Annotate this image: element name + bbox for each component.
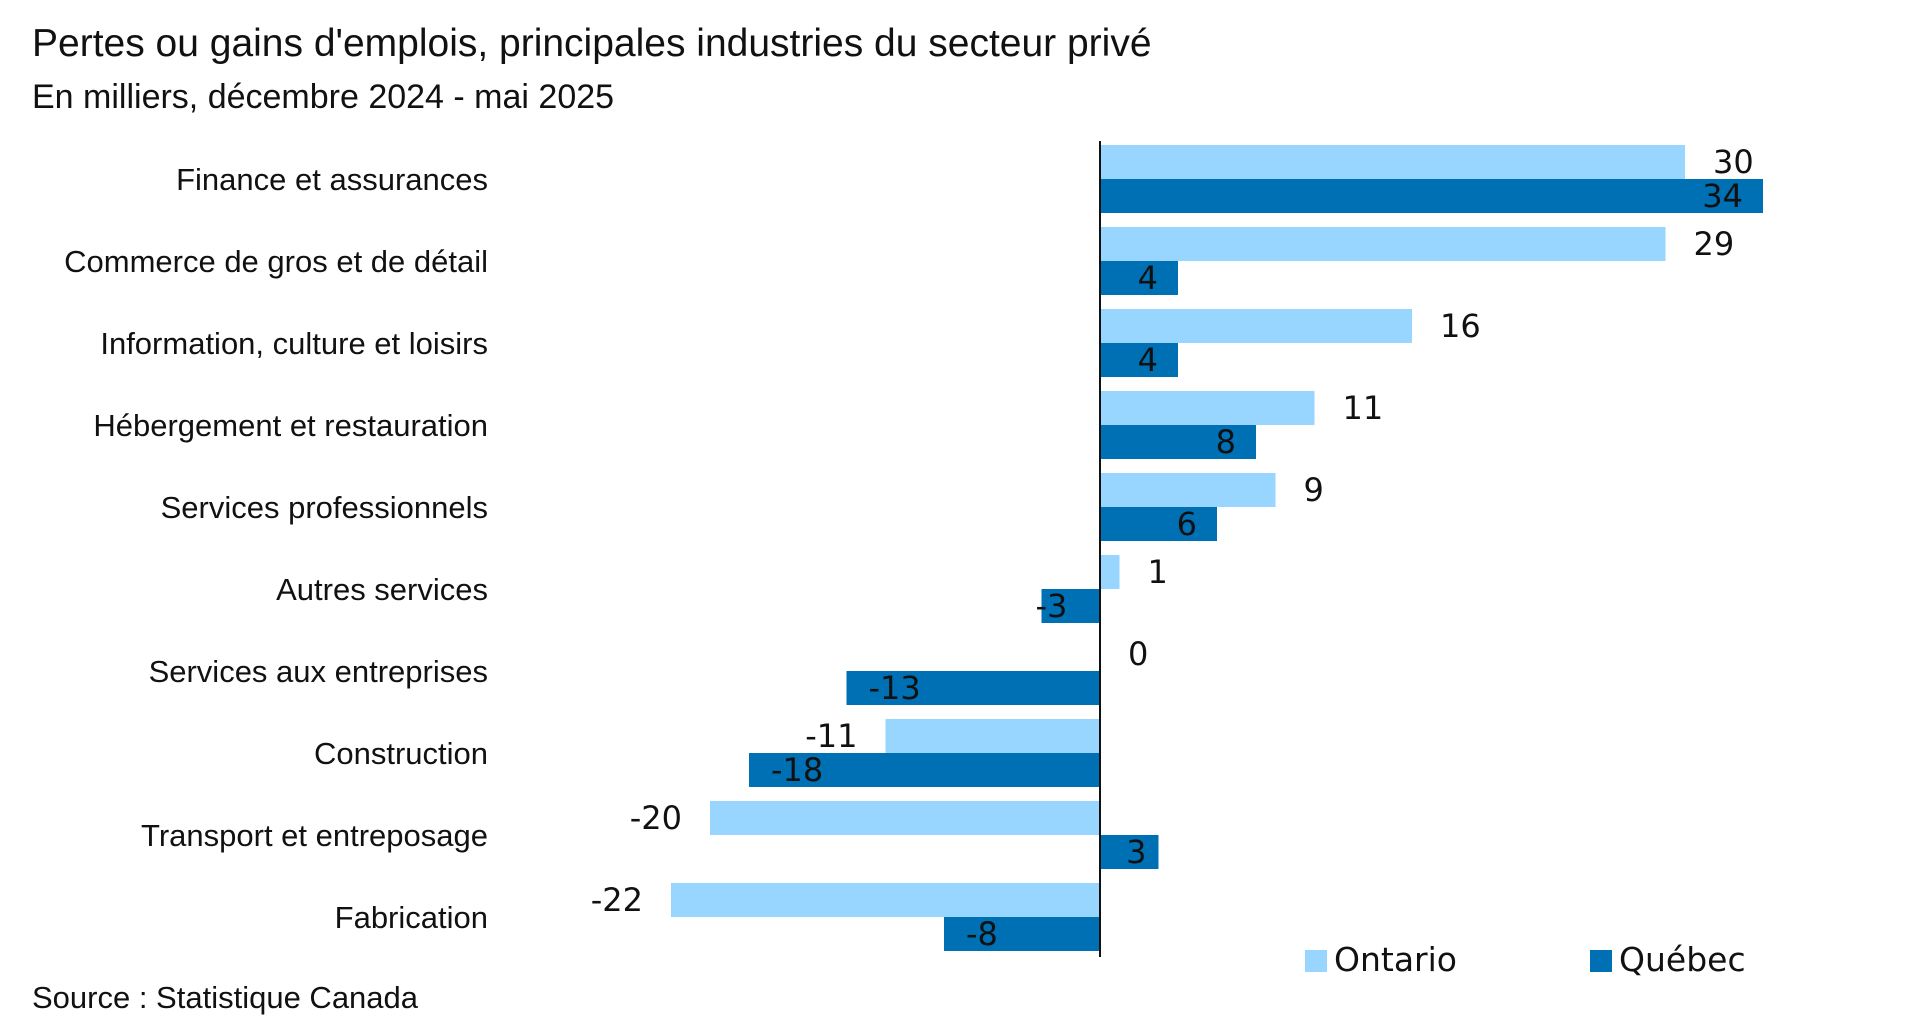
value-label-quebec-transport-et-entreposage: 3 bbox=[1126, 833, 1146, 871]
value-label-ontario-information-culture-et-loisirs: 16 bbox=[1440, 307, 1481, 345]
value-label-ontario-commerce-de-gros-et-de-detail: 29 bbox=[1694, 225, 1735, 263]
value-label-ontario-finance-et-assurances: 30 bbox=[1713, 143, 1754, 181]
bar-quebec-services-professionnels bbox=[1100, 507, 1217, 541]
chart-subtitle: En milliers, décembre 2024 - mai 2025 bbox=[32, 78, 615, 116]
bar-ontario-commerce-de-gros-et-de-detail bbox=[1100, 227, 1666, 261]
category-label-autres-services: Autres services bbox=[276, 572, 488, 607]
value-label-ontario-construction: -11 bbox=[805, 717, 857, 755]
value-label-quebec-services-professionnels: 6 bbox=[1177, 505, 1197, 543]
source-note: Source : Statistique Canada bbox=[32, 980, 419, 1015]
category-label-transport-et-entreposage: Transport et entreposage bbox=[141, 818, 488, 853]
legend: Ontario Québec bbox=[1305, 940, 1746, 979]
category-label-hebergement-et-restauration: Hébergement et restauration bbox=[93, 408, 488, 443]
value-label-quebec-services-aux-entreprises: -13 bbox=[869, 669, 921, 707]
value-label-ontario-autres-services: 1 bbox=[1148, 553, 1168, 591]
category-label-finance-et-assurances: Finance et assurances bbox=[176, 162, 488, 197]
bar-ontario-construction bbox=[885, 719, 1100, 753]
bar-quebec-transport-et-entreposage bbox=[1100, 835, 1159, 869]
bar-ontario-autres-services bbox=[1100, 555, 1120, 589]
bar-quebec-commerce-de-gros-et-de-detail bbox=[1100, 261, 1178, 295]
bar-quebec-services-aux-entreprises bbox=[846, 671, 1100, 705]
bars bbox=[671, 145, 1763, 951]
value-label-ontario-services-aux-entreprises: 0 bbox=[1128, 635, 1148, 673]
bar-ontario-transport-et-entreposage bbox=[710, 801, 1100, 835]
chart-title: Pertes ou gains d'emplois, principales i… bbox=[32, 22, 1152, 65]
bar-ontario-hebergement-et-restauration bbox=[1100, 391, 1315, 425]
bar-quebec-autres-services bbox=[1041, 589, 1100, 623]
value-label-quebec-finance-et-assurances: 34 bbox=[1702, 177, 1743, 215]
category-label-commerce-de-gros-et-de-detail: Commerce de gros et de détail bbox=[64, 244, 488, 279]
value-label-ontario-transport-et-entreposage: -20 bbox=[630, 799, 682, 837]
category-label-information-culture-et-loisirs: Information, culture et loisirs bbox=[100, 326, 488, 361]
value-label-quebec-autres-services: -3 bbox=[1036, 587, 1068, 625]
legend-swatch-quebec bbox=[1590, 950, 1612, 972]
category-label-services-professionnels: Services professionnels bbox=[161, 490, 488, 525]
bar-quebec-finance-et-assurances bbox=[1100, 179, 1763, 213]
bar-ontario-fabrication bbox=[671, 883, 1100, 917]
bar-quebec-fabrication bbox=[944, 917, 1100, 951]
value-label-ontario-fabrication: -22 bbox=[591, 881, 643, 919]
value-label-quebec-hebergement-et-restauration: 8 bbox=[1216, 423, 1236, 461]
value-label-ontario-hebergement-et-restauration: 11 bbox=[1343, 389, 1384, 427]
category-label-construction: Construction bbox=[314, 736, 488, 771]
legend-swatch-ontario bbox=[1305, 950, 1327, 972]
value-label-quebec-commerce-de-gros-et-de-detail: 4 bbox=[1138, 259, 1158, 297]
category-labels: Finance et assurances Commerce de gros et… bbox=[64, 162, 488, 935]
bar-ontario-information-culture-et-loisirs bbox=[1100, 309, 1412, 343]
bar-quebec-construction bbox=[749, 753, 1100, 787]
bar-quebec-hebergement-et-restauration bbox=[1100, 425, 1256, 459]
category-label-services-aux-entreprises: Services aux entreprises bbox=[149, 654, 488, 689]
bar-ontario-services-professionnels bbox=[1100, 473, 1276, 507]
bar-quebec-information-culture-et-loisirs bbox=[1100, 343, 1178, 377]
bar-ontario-finance-et-assurances bbox=[1100, 145, 1685, 179]
value-label-quebec-fabrication: -8 bbox=[966, 915, 998, 953]
legend-label-quebec: Québec bbox=[1619, 940, 1746, 979]
value-label-quebec-construction: -18 bbox=[771, 751, 823, 789]
category-label-fabrication: Fabrication bbox=[335, 900, 488, 935]
value-label-ontario-services-professionnels: 9 bbox=[1304, 471, 1324, 509]
value-label-quebec-information-culture-et-loisirs: 4 bbox=[1138, 341, 1158, 379]
legend-label-ontario: Ontario bbox=[1334, 940, 1457, 979]
